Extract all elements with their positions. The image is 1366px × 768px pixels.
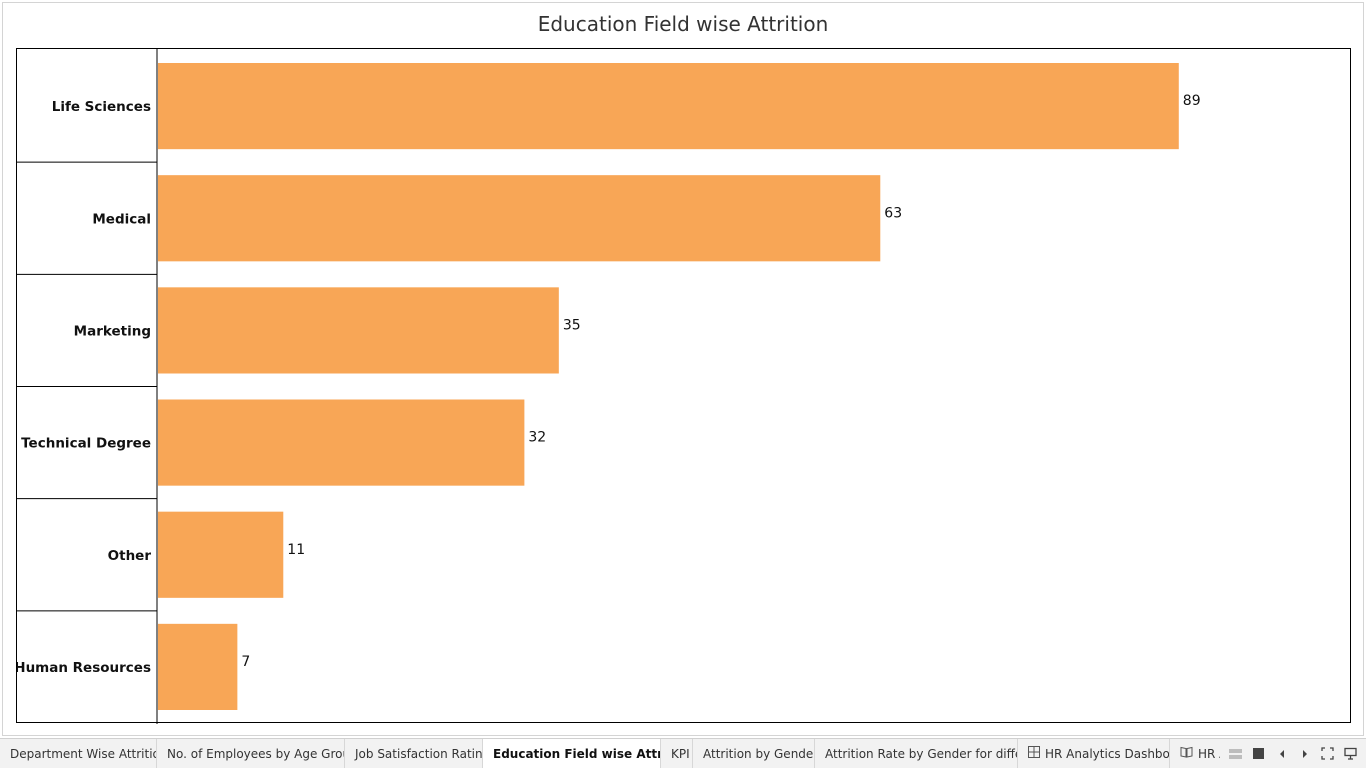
story-book-icon bbox=[1180, 746, 1193, 761]
bar-chart: Life Sciences 89 Medical 63 Marketing 35 Techn… bbox=[17, 49, 1201, 724]
tab-label: No. of Employees by Age Group bbox=[167, 746, 345, 761]
dashboard-grid-icon bbox=[1028, 746, 1040, 761]
bar[interactable] bbox=[158, 175, 881, 262]
chart-title: Education Field wise Attrition bbox=[537, 12, 829, 36]
tab-hr-analytics-dashbord[interactable]: HR Analytics Dashbord bbox=[1018, 739, 1170, 768]
data-label: 35 bbox=[563, 317, 581, 333]
data-label: 32 bbox=[528, 430, 546, 446]
bar[interactable] bbox=[158, 399, 525, 486]
data-label: 11 bbox=[287, 542, 305, 558]
show-filmstrip-icon[interactable] bbox=[1228, 746, 1244, 762]
previous-sheet-icon[interactable] bbox=[1274, 746, 1290, 762]
tab-label: Job Satisfaction Rating bbox=[355, 746, 483, 761]
tab-kpi[interactable]: KPI bbox=[661, 739, 693, 768]
tab-job-satisfaction-rating[interactable]: Job Satisfaction Rating bbox=[345, 739, 483, 768]
tab-controls bbox=[1220, 739, 1366, 768]
tab-label: KPI bbox=[671, 746, 690, 761]
tab-label: Education Field wise Attrition bbox=[493, 746, 661, 761]
tab-attrition-by-gender[interactable]: Attrition by Gender bbox=[693, 739, 815, 768]
data-label: 89 bbox=[1183, 93, 1201, 109]
show-tabs-icon[interactable] bbox=[1251, 746, 1267, 762]
tab-label: Attrition Rate by Gender for differ... bbox=[825, 746, 1018, 761]
data-label: 7 bbox=[241, 654, 250, 670]
category-label: Other bbox=[108, 548, 152, 564]
bar[interactable] bbox=[158, 623, 238, 710]
tab-department-wise-attrition[interactable]: Department Wise Attrition bbox=[0, 739, 157, 768]
tab-education-field-wise-attrition[interactable]: Education Field wise Attrition bbox=[483, 739, 661, 768]
tab-attrition-rate-by-gender[interactable]: Attrition Rate by Gender for differ... bbox=[815, 739, 1018, 768]
next-sheet-icon[interactable] bbox=[1297, 746, 1313, 762]
category-label: Life Sciences bbox=[52, 99, 151, 115]
tab-label: Department Wise Attrition bbox=[10, 746, 157, 761]
sheet-tab-bar: Department Wise Attrition No. of Employe… bbox=[0, 738, 1366, 768]
tab-label: Attrition by Gender bbox=[703, 746, 815, 761]
bar[interactable] bbox=[158, 287, 559, 374]
category-label: Medical bbox=[92, 211, 151, 227]
tab-label: HR Analytics Dashbord bbox=[1045, 746, 1170, 761]
bar[interactable] bbox=[158, 511, 284, 598]
fullscreen-icon[interactable] bbox=[1320, 746, 1336, 762]
category-label: Marketing bbox=[74, 323, 151, 339]
presentation-mode-icon[interactable] bbox=[1343, 746, 1359, 762]
tab-employees-by-age-group[interactable]: No. of Employees by Age Group bbox=[157, 739, 345, 768]
chart-area: Life Sciences 89 Medical 63 Marketing 35 Techn… bbox=[16, 48, 1351, 724]
category-label: Technical Degree bbox=[21, 436, 151, 452]
bar[interactable] bbox=[158, 63, 1179, 150]
data-label: 63 bbox=[884, 205, 902, 221]
category-label: Human Resources bbox=[17, 660, 151, 676]
